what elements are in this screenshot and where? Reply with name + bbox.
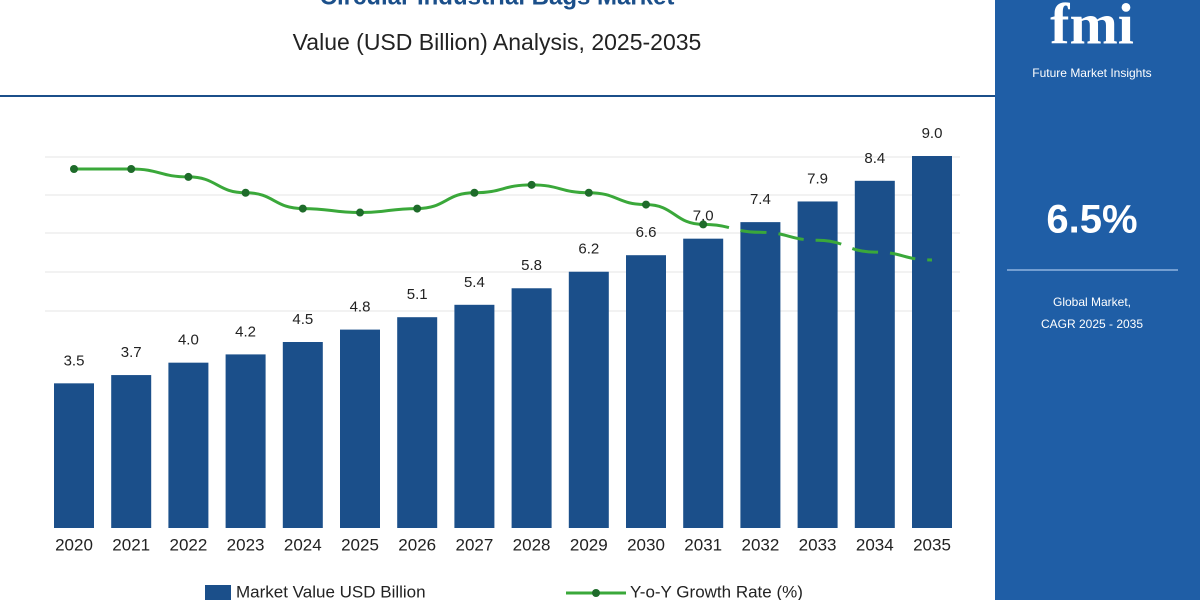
value-label: 5.4 — [464, 274, 485, 291]
growth-point — [356, 208, 364, 217]
cagr-value: 6.5% — [1046, 198, 1137, 242]
chart-title: Circular Industrial Bags Market — [320, 0, 675, 10]
bar — [111, 375, 152, 528]
growth-point — [470, 188, 479, 197]
x-tick-label: 2028 — [513, 535, 551, 554]
growth-point — [699, 220, 708, 229]
x-tick-label: 2021 — [112, 535, 150, 554]
bar — [740, 222, 781, 528]
value-label: 9.0 — [922, 125, 943, 142]
growth-point — [298, 204, 307, 213]
value-label: 5.8 — [521, 257, 542, 274]
bar — [568, 271, 609, 528]
x-tick-label: 2023 — [227, 535, 265, 554]
brand-logo: fmi — [1050, 0, 1134, 56]
x-tick-label: 2029 — [570, 535, 608, 554]
value-label: 6.6 — [636, 224, 657, 241]
legend-label: Market Value USD Billion — [236, 582, 426, 600]
value-label: 7.9 — [807, 170, 828, 187]
growth-line-forecast — [703, 222, 933, 262]
bar — [854, 180, 895, 529]
bar — [54, 383, 94, 528]
chart-subtitle: Value (USD Billion) Analysis, 2025-2035 — [293, 29, 702, 55]
x-tick-label: 2025 — [341, 535, 379, 554]
value-label: 4.5 — [292, 311, 313, 328]
x-tick-label: 2033 — [799, 535, 837, 554]
bar — [340, 329, 380, 528]
cagr-label: Global Market, — [1053, 295, 1131, 309]
x-tick-label: 2030 — [627, 535, 665, 554]
bar — [397, 317, 438, 528]
value-label: 7.4 — [750, 191, 771, 208]
value-label: 5.1 — [407, 286, 428, 303]
bar — [683, 238, 724, 528]
legend-label: Y-o-Y Growth Rate (%) — [630, 582, 803, 600]
bar — [797, 201, 838, 528]
cagr-label: CAGR 2025 - 2035 — [1041, 317, 1143, 331]
legend-swatch — [592, 589, 600, 597]
growth-point — [413, 204, 422, 213]
growth-point — [642, 200, 650, 209]
side-panel — [995, 0, 1200, 600]
growth-point — [127, 165, 136, 173]
value-label: 4.8 — [350, 299, 371, 316]
value-label: 8.4 — [864, 150, 885, 167]
growth-point — [184, 172, 193, 181]
growth-point — [584, 188, 593, 197]
x-tick-label: 2020 — [55, 535, 93, 554]
bar — [225, 354, 266, 528]
bar — [282, 342, 323, 528]
x-tick-label: 2034 — [856, 535, 894, 554]
x-tick-label: 2027 — [455, 535, 493, 554]
value-label: 6.2 — [578, 241, 599, 258]
x-tick-label: 2024 — [284, 535, 322, 554]
x-tick-label: 2026 — [398, 535, 436, 554]
legend-swatch — [205, 585, 231, 600]
growth-point — [527, 180, 536, 189]
x-tick-label: 2031 — [684, 535, 722, 554]
growth-point — [241, 188, 250, 197]
value-label: 3.5 — [64, 352, 85, 369]
bar — [168, 362, 209, 528]
bar — [511, 288, 552, 528]
bar — [454, 304, 495, 528]
x-tick-label: 2035 — [913, 535, 951, 554]
value-label: 3.7 — [121, 344, 142, 361]
growth-point — [70, 165, 78, 173]
bar — [626, 255, 666, 528]
value-label: 4.0 — [178, 332, 199, 349]
bar — [912, 156, 952, 528]
value-label: 4.2 — [235, 323, 256, 340]
x-tick-label: 2022 — [169, 535, 207, 554]
value-label: 7.0 — [693, 208, 714, 225]
brand-name: Future Market Insights — [1032, 66, 1151, 80]
x-tick-label: 2032 — [741, 535, 779, 554]
